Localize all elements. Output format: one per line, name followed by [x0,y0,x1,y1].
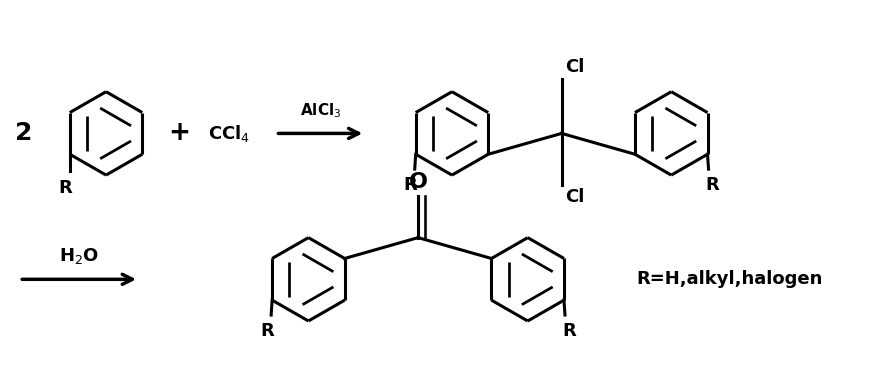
Text: R: R [706,176,720,194]
Text: Cl: Cl [566,58,585,76]
Text: R: R [404,176,418,194]
Text: R: R [260,322,274,340]
Text: O: O [409,172,427,192]
Text: AlCl$_3$: AlCl$_3$ [299,102,341,120]
Text: R: R [562,322,576,340]
Text: CCl$_4$: CCl$_4$ [208,123,250,144]
Text: 2: 2 [15,122,32,146]
Text: R: R [58,179,72,197]
Text: H$_2$O: H$_2$O [59,246,99,266]
Text: Cl: Cl [566,188,585,206]
Text: R=H,alkyl,halogen: R=H,alkyl,halogen [636,270,822,288]
Text: +: + [168,120,190,146]
